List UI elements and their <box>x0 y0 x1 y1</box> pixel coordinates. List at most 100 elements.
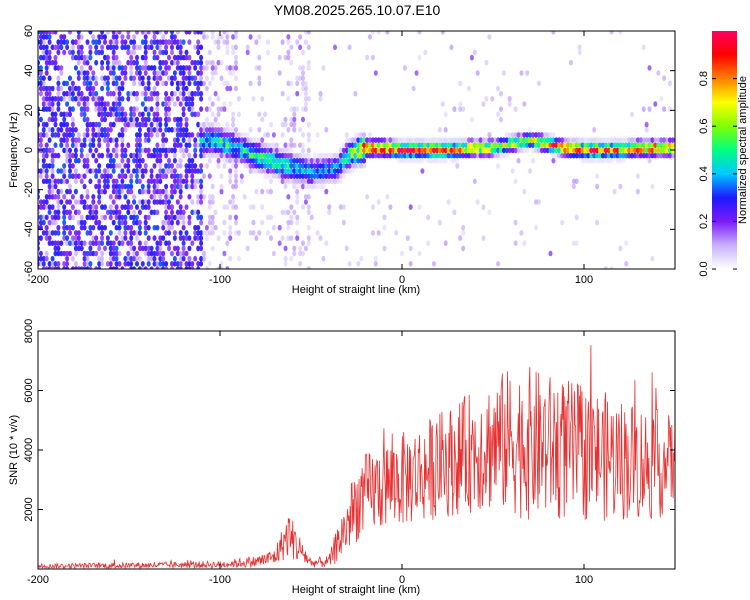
spectrogram-cell <box>598 157 602 164</box>
spectrogram-cell <box>239 157 244 164</box>
spectrogram-cell <box>73 147 78 154</box>
spectrogram-cell <box>41 44 46 51</box>
spectrogram-cell <box>117 163 122 169</box>
spectrogram-cell <box>519 230 524 236</box>
spectrogram-cell <box>155 199 160 205</box>
spectrogram-cell <box>146 147 151 154</box>
spectrogram-cell <box>650 152 655 159</box>
spectrogram-cell <box>187 142 192 148</box>
spectrogram-cell <box>277 240 282 246</box>
spectrogram-cell <box>484 142 489 148</box>
spectrogram-cell <box>309 183 314 190</box>
spectrogram-cell <box>242 137 247 143</box>
spectrogram-cell <box>129 235 134 241</box>
spectrogram-cell <box>59 199 64 205</box>
spectrogram-cell <box>516 157 521 164</box>
spectrogram-cell <box>624 261 629 267</box>
spectrogram-cell <box>100 204 105 210</box>
spectrogram-cell <box>120 137 125 143</box>
spectrogram-cell <box>263 157 268 164</box>
spectrogram-cell <box>577 142 582 148</box>
spectrogram-cell <box>76 209 81 216</box>
spectrogram-cell <box>146 152 151 159</box>
spectrogram-cell <box>659 137 664 143</box>
spectrogram-cell <box>519 142 524 148</box>
spectrogram-cell <box>542 147 547 154</box>
spectrogram-cell <box>91 34 96 40</box>
spectrogram-cell <box>263 173 268 179</box>
spectrogram-cell <box>257 111 262 118</box>
spectrogram-cell <box>295 178 300 185</box>
spectrogram-cell <box>295 183 300 190</box>
spectrogram-cell <box>38 44 43 51</box>
spectrogram-cell <box>105 240 110 246</box>
spectrogram-cell <box>111 49 116 56</box>
spectrogram-cell <box>580 147 585 154</box>
spectrogram-cell <box>204 65 209 71</box>
spectrogram-cell <box>170 147 174 154</box>
spectrogram-cell <box>158 178 163 185</box>
spectrogram-cell <box>73 85 78 92</box>
spectrogram-cell <box>242 147 247 154</box>
spectrogram-cell <box>618 31 623 35</box>
spectrogram-cell <box>85 85 90 92</box>
spectrogram-cell <box>76 49 81 56</box>
spectrogram-cell <box>432 261 436 267</box>
spectrogram-cell <box>234 163 238 169</box>
spectrogram-cell <box>155 44 160 51</box>
spectrogram-cell <box>277 157 282 164</box>
spectrogram-cell <box>257 152 262 159</box>
spectrogram-cell <box>76 137 81 143</box>
spectrogram-cell <box>219 266 224 269</box>
spectrogram-cell <box>50 127 55 133</box>
spectrogram-cell <box>458 101 463 107</box>
spectrogram-cell <box>204 235 209 241</box>
spectrogram-cell <box>140 204 145 210</box>
spectrogram-cell <box>143 39 148 45</box>
spectrogram-cell <box>309 214 314 221</box>
spectrogram-cell <box>193 111 198 118</box>
spectrogram-cell <box>318 183 323 190</box>
spectrogram-cell <box>97 183 102 190</box>
spectrogram-cell <box>580 137 585 143</box>
spectrogram-cell <box>111 250 116 257</box>
spectrogram-cell <box>73 250 78 257</box>
spectrogram-cell <box>417 147 422 154</box>
spectrogram-cell <box>73 178 78 185</box>
spectrogram-cell <box>184 96 189 102</box>
spectrogram-cell <box>44 106 49 112</box>
spectrogram-cell <box>146 183 151 190</box>
spectrogram-cell <box>47 163 52 169</box>
spectrogram-cell <box>108 65 113 71</box>
spectrogram-cell <box>193 178 198 185</box>
spectrogram-cell <box>158 188 163 195</box>
spectrogram-cell <box>167 106 171 112</box>
spectrogram-cell <box>161 224 166 231</box>
spectrogram-cell <box>213 70 218 76</box>
spectrogram-cell <box>105 31 110 35</box>
spectrogram-cell <box>140 75 145 81</box>
spectrogram-cell <box>196 90 201 97</box>
spectrogram-cell <box>181 235 186 241</box>
spectrogram-cell <box>292 121 297 128</box>
spectrogram-cell <box>172 235 177 241</box>
spectrogram-cell <box>234 31 238 35</box>
spectrogram-cell <box>68 230 72 236</box>
spectrogram-cell <box>117 240 122 246</box>
spectrogram-cell <box>129 261 134 267</box>
spectrogram-cell <box>647 65 652 71</box>
spectrogram-cell <box>161 39 166 45</box>
spectrogram-cell <box>301 168 305 174</box>
spectrogram-cell <box>172 34 177 40</box>
spectrogram-cell <box>172 147 177 154</box>
spectrogram-cell <box>105 54 110 61</box>
spectrogram-cell <box>318 157 323 164</box>
spectrogram-cell <box>41 199 46 205</box>
spectrogram-cell <box>94 219 99 226</box>
spectrogram-cell <box>91 75 96 81</box>
spectrogram-cell <box>595 173 600 179</box>
spectrogram-cell <box>653 142 658 148</box>
spectrogram-cell <box>146 178 151 185</box>
spectrogram-cell <box>187 80 192 87</box>
